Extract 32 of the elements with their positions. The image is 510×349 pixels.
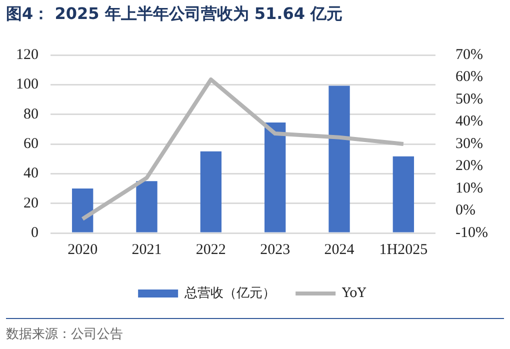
y-tick-label: 0 (31, 224, 38, 241)
y-tick-label: 120 (16, 46, 38, 63)
bar (136, 181, 158, 232)
y-tick-label: 20 (24, 195, 38, 212)
y2-tick-label: -10% (456, 224, 488, 241)
x-tick-label: 1H2025 (379, 242, 428, 258)
x-tick-label: 2024 (324, 242, 355, 258)
y2-tick-label: 30% (456, 136, 484, 152)
x-tick-label: 2021 (132, 242, 162, 258)
legend-label: YoY (341, 286, 366, 301)
bar (72, 188, 94, 232)
x-tick-label: 2020 (68, 242, 98, 258)
source-note: 数据来源：公司公告 (6, 326, 123, 343)
y2-tick-label: 20% (456, 158, 484, 174)
x-tick-label: 2022 (196, 242, 226, 258)
legend-label: 总营收（亿元） (184, 286, 276, 301)
y-tick-label: 40 (24, 166, 38, 182)
x-tick-label: 2023 (260, 242, 290, 258)
y2-tick-label: 10% (456, 180, 484, 196)
y-tick-label: 60 (24, 136, 38, 152)
y2-tick-label: 0% (456, 202, 476, 219)
y-tick-label: 80 (24, 106, 38, 122)
y2-tick-label: 70% (456, 46, 484, 63)
bar (392, 156, 414, 232)
y2-tick-label: 50% (456, 91, 484, 108)
y2-tick-label: 40% (456, 114, 484, 130)
bar (200, 151, 222, 232)
y2-tick-label: 60% (456, 69, 484, 86)
bar (328, 86, 350, 232)
chart-title: 图4： 2025 年上半年公司营收为 51.64 亿元 (6, 4, 343, 25)
bar (264, 122, 286, 232)
y-tick-label: 100 (16, 76, 38, 93)
